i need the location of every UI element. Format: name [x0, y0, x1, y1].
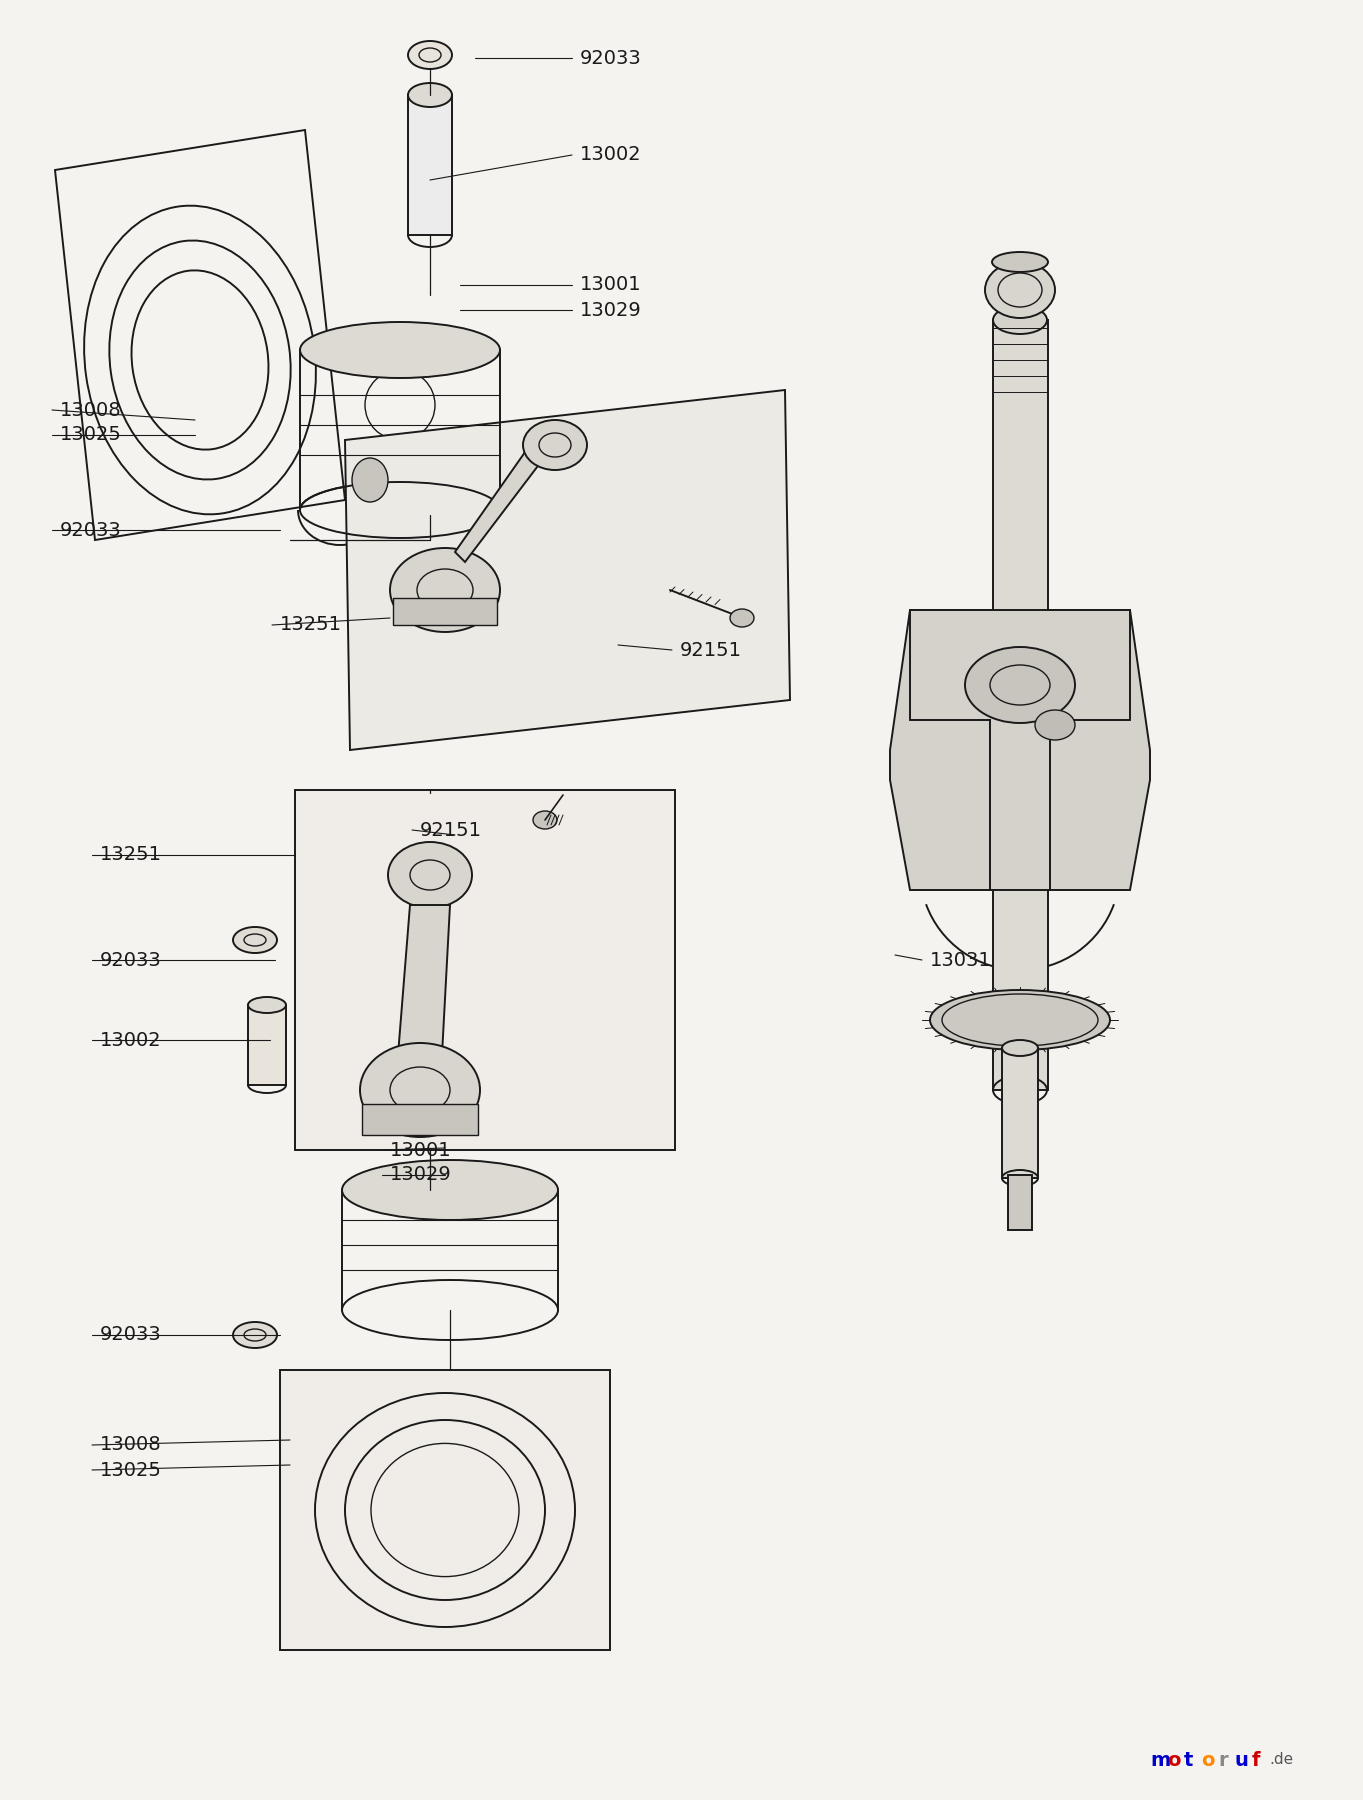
Text: 13025: 13025	[99, 1460, 162, 1480]
Bar	[1002, 1048, 1039, 1177]
Ellipse shape	[233, 927, 277, 952]
Ellipse shape	[233, 1321, 277, 1348]
Text: 13031: 13031	[930, 950, 992, 970]
Text: 92033: 92033	[60, 520, 121, 540]
Text: 92033: 92033	[99, 1325, 162, 1345]
Text: .de: .de	[1269, 1753, 1293, 1768]
Ellipse shape	[523, 419, 587, 470]
Text: 13001: 13001	[390, 1141, 451, 1159]
Ellipse shape	[342, 1159, 557, 1220]
Polygon shape	[890, 751, 1150, 889]
Text: o: o	[1201, 1750, 1214, 1769]
Text: f: f	[1253, 1750, 1261, 1769]
Bar	[408, 95, 453, 236]
Text: 13251: 13251	[279, 616, 342, 635]
Text: m: m	[1150, 1750, 1171, 1769]
Ellipse shape	[248, 997, 286, 1013]
Polygon shape	[1050, 610, 1150, 889]
Text: 92033: 92033	[581, 49, 642, 67]
Text: 92151: 92151	[680, 641, 741, 659]
Ellipse shape	[1035, 709, 1075, 740]
Polygon shape	[363, 1103, 478, 1136]
Ellipse shape	[352, 457, 388, 502]
Ellipse shape	[994, 306, 1047, 335]
Bar	[248, 1004, 286, 1085]
Ellipse shape	[360, 1042, 480, 1138]
Text: 92033: 92033	[99, 950, 162, 970]
Polygon shape	[345, 391, 791, 751]
Text: 13025: 13025	[60, 425, 121, 445]
Text: o: o	[1167, 1750, 1180, 1769]
Text: 13251: 13251	[99, 846, 162, 864]
Ellipse shape	[731, 608, 754, 626]
Polygon shape	[455, 445, 551, 562]
Text: r: r	[1219, 1750, 1228, 1769]
Text: 13001: 13001	[581, 275, 642, 295]
Text: 13029: 13029	[390, 1166, 451, 1184]
Bar	[279, 1370, 611, 1651]
Text: 13008: 13008	[99, 1436, 162, 1454]
Text: 13002: 13002	[99, 1030, 162, 1049]
Polygon shape	[398, 905, 450, 1055]
Polygon shape	[910, 610, 1130, 889]
Text: 13002: 13002	[581, 146, 642, 164]
Ellipse shape	[992, 252, 1048, 272]
Text: u: u	[1235, 1750, 1249, 1769]
Polygon shape	[393, 598, 497, 625]
Polygon shape	[890, 610, 990, 889]
Ellipse shape	[533, 812, 557, 830]
Ellipse shape	[965, 646, 1075, 724]
Ellipse shape	[408, 83, 453, 106]
Ellipse shape	[408, 41, 453, 68]
Text: 13008: 13008	[60, 401, 121, 419]
Bar	[294, 790, 675, 1150]
Text: 13029: 13029	[581, 301, 642, 320]
Ellipse shape	[390, 547, 500, 632]
Ellipse shape	[985, 263, 1055, 319]
Bar	[1009, 1175, 1032, 1229]
Ellipse shape	[1002, 1040, 1039, 1057]
Ellipse shape	[300, 322, 500, 378]
Text: 92151: 92151	[420, 821, 483, 839]
Ellipse shape	[930, 990, 1109, 1049]
Text: t: t	[1184, 1750, 1194, 1769]
Bar	[994, 320, 1048, 1091]
Ellipse shape	[388, 842, 472, 907]
